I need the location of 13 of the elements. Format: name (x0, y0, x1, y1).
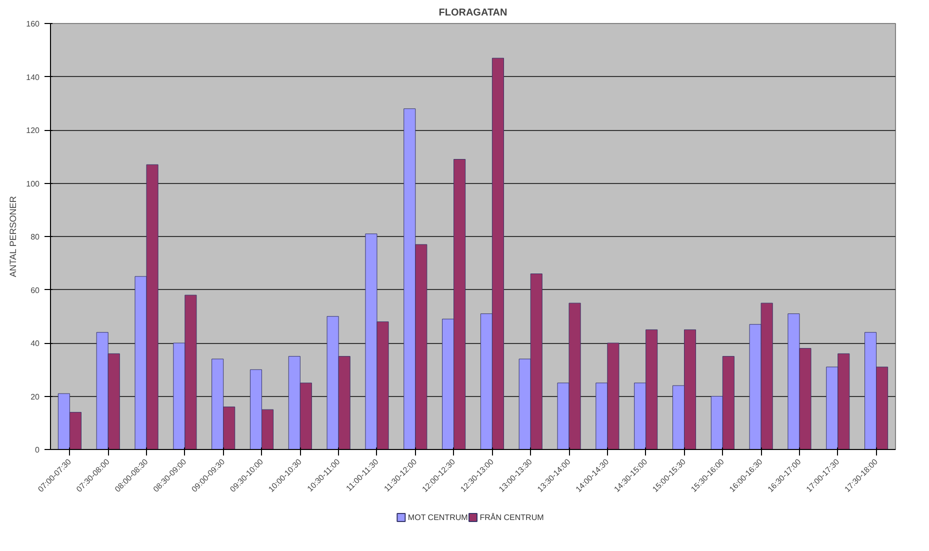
y-tick-label: 120 (26, 126, 40, 135)
y-tick-label: 60 (30, 286, 40, 295)
y-axis-title: ANTAL PERSONER (8, 196, 18, 278)
y-tick-label: 40 (30, 339, 40, 348)
y-tick-label: 140 (26, 72, 40, 82)
chart-title: FLORAGATAN (438, 8, 508, 18)
legend-label: FRÅN CENTRUM (480, 513, 544, 522)
y-tick-label: 100 (26, 179, 40, 188)
y-tick-label: 80 (30, 232, 40, 242)
y-tick-label: 20 (30, 392, 40, 402)
y-tick-label: 0 (35, 446, 40, 454)
y-tick-label: 160 (26, 20, 40, 28)
legend-label: MOT CENTRUM (408, 513, 468, 522)
